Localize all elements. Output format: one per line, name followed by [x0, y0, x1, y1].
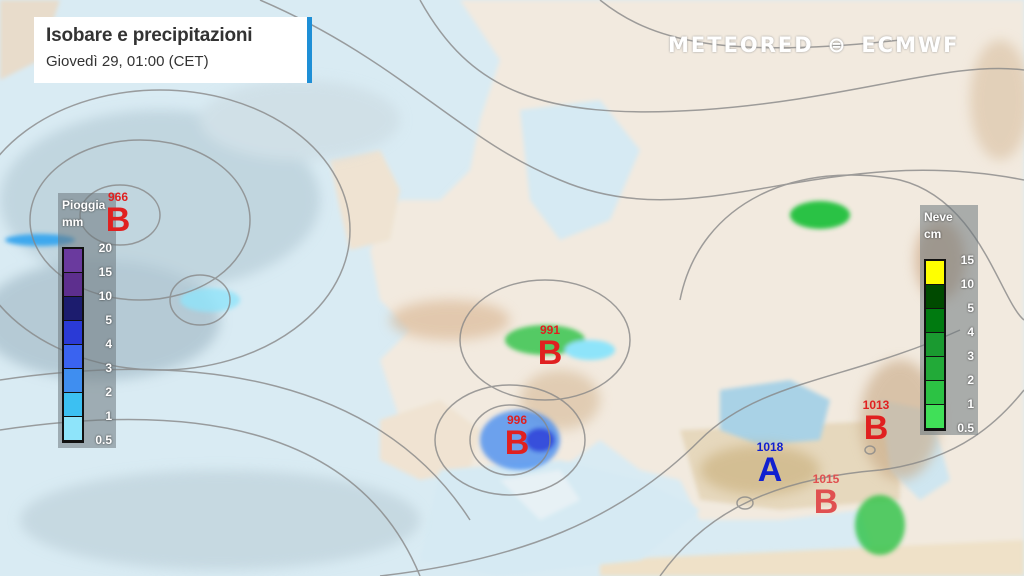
snow-legend: Neve cm 15 10 5 4 3 2 1 0.5	[920, 205, 978, 435]
scale-tick-label: 2	[967, 373, 974, 387]
pressure-value: 966	[107, 190, 129, 204]
pressure-letter: B	[813, 483, 839, 521]
scale-tick-label: 4	[105, 337, 112, 351]
scale-swatch	[64, 273, 82, 297]
scale-swatch	[64, 297, 82, 321]
scale-swatch	[926, 405, 944, 429]
scale-swatch	[926, 357, 944, 381]
scale-tick-label: 10	[98, 289, 112, 303]
scale-tick-label: 0.5	[957, 421, 974, 435]
meteored-logo: METEORED	[668, 33, 814, 57]
scale-swatch	[926, 261, 944, 285]
high-pressure-center: 1018 A	[750, 440, 790, 489]
low-pressure-center: 966 B	[98, 190, 138, 239]
precipitation-areas	[5, 201, 905, 555]
scale-swatch	[64, 249, 82, 273]
pressure-value: 1018	[756, 440, 784, 454]
ecmwf-logo: ECMWF	[861, 33, 960, 57]
low-pressure-center: 996 B	[497, 413, 537, 462]
scale-swatch	[64, 393, 82, 417]
scale-swatch	[926, 381, 944, 405]
low-pressure-center: 991 B	[530, 323, 570, 372]
scale-tick-label: 10	[960, 277, 974, 291]
rain-legend-unit: mm	[62, 215, 84, 229]
rain-legend: Pioggia mm 20 15 10 5 4 3 2 1 0.5	[58, 193, 116, 448]
low-pressure-center: 1015 B	[806, 472, 846, 521]
scale-swatch	[926, 309, 944, 333]
ecmwf-logo-icon: ⊜	[827, 33, 848, 57]
scale-tick-label: 20	[98, 241, 112, 255]
title-panel: Isobare e precipitazioni Giovedì 29, 01:…	[34, 17, 312, 83]
pressure-letter: B	[537, 334, 563, 372]
scale-tick-label: 1	[967, 397, 974, 411]
pressure-value: 996	[506, 413, 528, 427]
map-title: Isobare e precipitazioni	[46, 25, 253, 46]
scale-tick-label: 15	[98, 265, 112, 279]
low-pressure-center: 1013 B	[856, 398, 896, 447]
scale-swatch	[64, 345, 82, 369]
rain-scale-ticks: 20 15 10 5 4 3 2 1 0.5	[82, 241, 112, 447]
snow-legend-unit: cm	[924, 227, 942, 241]
map-timestamp: Giovedì 29, 01:00 (CET)	[46, 53, 209, 70]
scale-swatch	[64, 369, 82, 393]
scale-swatch	[64, 417, 82, 441]
pressure-letter: B	[504, 424, 530, 462]
pressure-value: 991	[539, 323, 561, 337]
pressure-value: 1015	[812, 472, 840, 486]
rain-color-scale	[62, 247, 84, 443]
scale-tick-label: 15	[960, 253, 974, 267]
pressure-letter: A	[757, 451, 783, 489]
logos: METEORED ⊜ ECMWF	[668, 33, 974, 57]
scale-tick-label: 3	[967, 349, 974, 363]
pressure-letter: B	[863, 409, 889, 447]
rain-legend-title: Pioggia	[62, 198, 106, 212]
snow-scale-ticks: 15 10 5 4 3 2 1 0.5	[944, 253, 974, 435]
snow-color-scale	[924, 259, 946, 431]
scale-swatch	[926, 285, 944, 309]
scale-swatch	[926, 333, 944, 357]
scale-tick-label: 5	[967, 301, 974, 315]
scale-tick-label: 0.5	[95, 433, 112, 447]
scale-swatch	[64, 321, 82, 345]
pressure-value: 1013	[862, 398, 890, 412]
scale-tick-label: 1	[105, 409, 112, 423]
scale-tick-label: 4	[967, 325, 974, 339]
scale-tick-label: 5	[105, 313, 112, 327]
scale-tick-label: 3	[105, 361, 112, 375]
scale-tick-label: 2	[105, 385, 112, 399]
snow-legend-title: Neve	[924, 210, 953, 224]
pressure-letter: B	[105, 201, 131, 239]
